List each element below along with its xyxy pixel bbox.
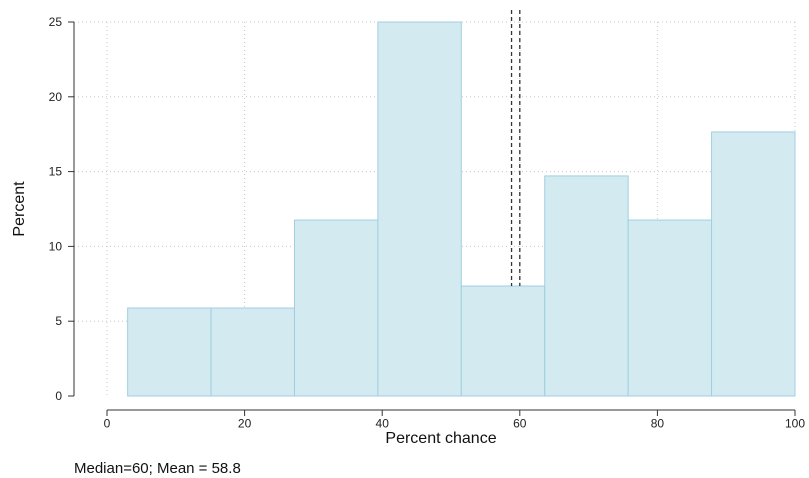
y-tick-label-25: 25: [49, 15, 63, 29]
y-tick-label-15: 15: [49, 165, 63, 179]
chart-note: Median=60; Mean = 58.8: [74, 460, 241, 477]
histogram-bar-4: [377, 21, 462, 397]
y-tick-label-0: 0: [55, 389, 62, 403]
y-tick-label-20: 20: [49, 90, 63, 104]
histogram-bar-2: [210, 307, 295, 397]
y-tick-label-10: 10: [49, 239, 63, 253]
x-axis-title: Percent chance: [385, 430, 496, 447]
x-tick-label-80: 80: [651, 417, 665, 431]
x-tick-label-0: 0: [104, 417, 111, 431]
histogram-bar-1: [127, 307, 212, 397]
histogram-bar-8: [711, 131, 796, 397]
x-tick-label-100: 100: [785, 417, 805, 431]
bars: [127, 21, 796, 397]
histogram-bar-5: [460, 285, 546, 397]
x-tick-label-40: 40: [376, 417, 390, 431]
ticks: 0 5 10 15 20 25 0 20 40 60 80 100: [49, 15, 806, 431]
x-tick-label-60: 60: [513, 417, 527, 431]
axes: [73, 22, 795, 411]
histogram-bar-7: [627, 219, 713, 397]
y-tick-label-5: 5: [55, 314, 62, 328]
y-axis-title: Percent: [11, 181, 28, 237]
histogram-bar-3: [293, 219, 379, 397]
x-tick-label-20: 20: [238, 417, 252, 431]
reference-lines: [510, 10, 521, 287]
histogram-bar-6: [544, 175, 629, 397]
